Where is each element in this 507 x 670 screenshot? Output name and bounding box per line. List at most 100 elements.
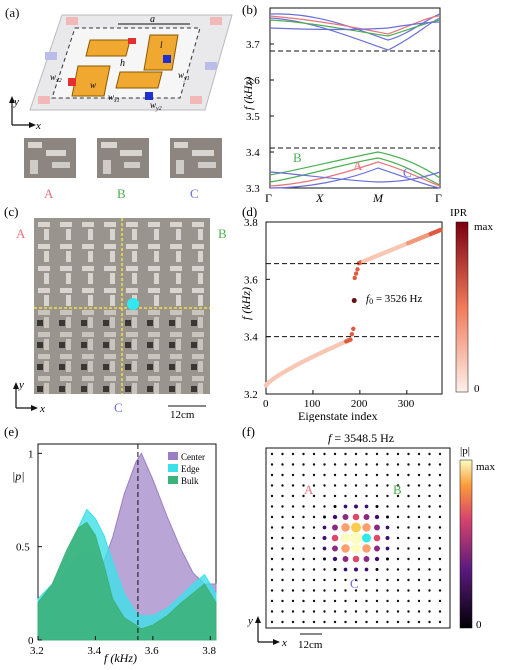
band-label-c: C: [403, 165, 412, 180]
legend-edge: Edge: [181, 464, 200, 474]
field-dot: [396, 610, 400, 613]
brick: [110, 251, 115, 262]
brick: [132, 383, 137, 394]
brick: [110, 361, 115, 372]
field-dot: [344, 473, 347, 477]
field-dot: [428, 526, 431, 529]
brick: [148, 332, 160, 337]
band-ytick-label: 3.7: [246, 39, 260, 51]
field-dot: [351, 522, 361, 533]
photo-a: [24, 138, 76, 178]
brick: [192, 222, 204, 227]
brick: [110, 273, 115, 284]
field-dot: [291, 484, 295, 487]
field-dot: [352, 513, 360, 521]
field-dot: [312, 515, 316, 519]
brick: [104, 244, 116, 249]
field-dot: [375, 473, 379, 477]
field-dot: [270, 610, 274, 613]
field-dot: [417, 473, 421, 477]
field-dot: [354, 610, 358, 613]
field-dot: [281, 557, 284, 561]
field-dot: [407, 620, 410, 624]
f-axis-x-label: x: [281, 637, 287, 649]
brick: [132, 251, 137, 262]
brick: [44, 317, 49, 328]
brick-shadow: [147, 320, 153, 326]
brick: [82, 244, 94, 249]
brick-shadow: [103, 386, 109, 392]
spectrum-chart: (e) 3.2 3.4 3.6 3.8 0 0.5 1 Center Edge Bulk |…: [4, 424, 217, 665]
field-dot: [438, 610, 442, 613]
field-dot: [428, 505, 431, 508]
field-label-a: A: [304, 482, 314, 497]
band-structure-chart: (b) 3.33.43.53.63.7 f (kHz) B A C Γ X M …: [241, 2, 442, 205]
field-dot: [323, 452, 326, 456]
brick: [88, 295, 93, 306]
field-dot: [270, 568, 274, 571]
panel-a-label: (a): [5, 5, 20, 20]
brick: [88, 273, 93, 284]
field-dot: [428, 484, 431, 487]
field-dot: [407, 484, 410, 487]
f-scale-label: 12cm: [298, 639, 323, 651]
spec-xlabel: f (kHz): [104, 651, 137, 665]
brick: [110, 317, 115, 328]
field-dot: [375, 504, 379, 509]
brick-shadow: [169, 342, 175, 348]
field-dot: [302, 620, 305, 624]
panel-c: (c) A B C y x 12cm: [0, 200, 240, 421]
brick: [170, 310, 182, 315]
field-dot: [333, 463, 337, 466]
brick: [110, 383, 115, 394]
brick-shadow: [37, 364, 43, 370]
eig-xtick-label: 300: [398, 398, 415, 410]
field-dot: [438, 547, 442, 550]
brick: [170, 244, 182, 249]
panel-e-label: (e): [4, 424, 18, 439]
brick: [154, 229, 159, 240]
brick: [132, 229, 137, 240]
field-dot: [270, 526, 274, 529]
field-dot: [323, 505, 326, 508]
brick: [154, 361, 159, 372]
f-axis-y-label: y: [247, 615, 253, 627]
field-dot: [354, 620, 358, 624]
photo-label-a: A: [44, 186, 54, 201]
field-dot: [407, 536, 410, 540]
brick: [66, 229, 71, 240]
band-xtick-x: X: [315, 191, 324, 205]
field-dot: [333, 504, 337, 509]
band-lower-green-2: [269, 151, 441, 179]
field-dot: [270, 463, 274, 466]
field-dot: [365, 610, 368, 613]
brick: [126, 222, 138, 227]
brick: [148, 376, 160, 381]
brick: [88, 229, 93, 240]
field-dot: [365, 473, 368, 477]
field-dot: [341, 523, 350, 532]
c-axis-x-label: x: [39, 403, 45, 415]
field-dot: [438, 526, 442, 529]
brick-shadow: [191, 320, 197, 326]
field-dot: [396, 515, 400, 519]
field-dot: [344, 610, 347, 613]
field-dot: [323, 620, 326, 624]
brick: [132, 361, 137, 372]
ipr-colorbar-min: 0: [474, 383, 480, 395]
field-dot: [375, 452, 379, 456]
brick: [192, 354, 204, 359]
field-dot: [375, 599, 379, 603]
field-dot: [323, 463, 326, 466]
field-dot: [438, 452, 442, 456]
field-dot: [438, 484, 442, 487]
field-dot: [407, 505, 410, 508]
field-dot: [354, 494, 358, 498]
field-dot: [281, 547, 284, 550]
field-dot: [342, 514, 349, 520]
field-dot: [312, 547, 316, 550]
field-dot: [417, 547, 421, 550]
spec-area-bulk: [37, 521, 217, 641]
field-dot: [342, 556, 349, 562]
field-dot: [291, 515, 295, 519]
